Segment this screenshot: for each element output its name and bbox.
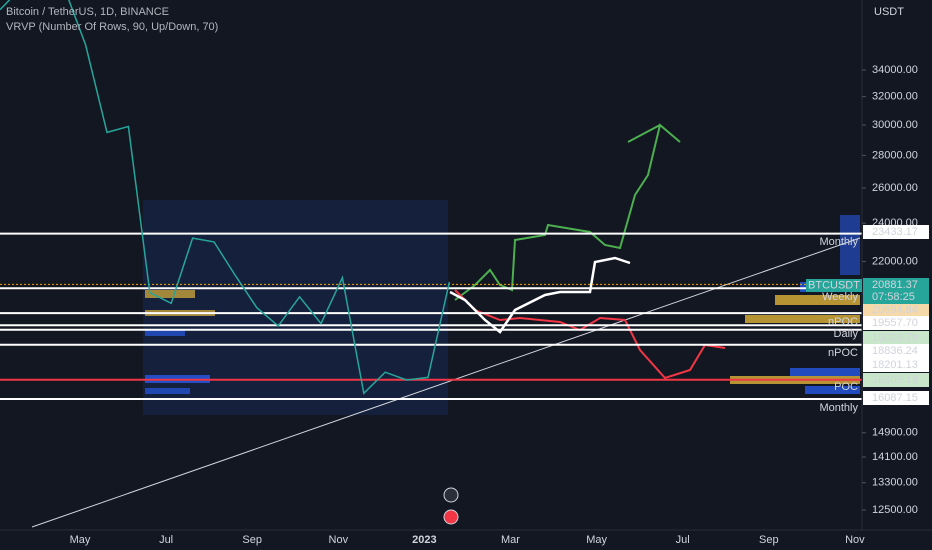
flag-icon[interactable] <box>443 509 459 525</box>
profile-bar <box>790 368 860 376</box>
level-tag: Monthly <box>819 236 858 248</box>
level-label: 20694.84 <box>872 304 918 316</box>
level-label-box <box>863 358 929 372</box>
time-label: Mar <box>501 534 520 546</box>
time-label: May <box>70 534 91 546</box>
time-label: 2023 <box>412 534 436 546</box>
time-label: Nov <box>329 534 349 546</box>
level-tag: Weekly <box>822 291 858 303</box>
event-icon[interactable] <box>443 487 459 503</box>
price-tick-label: 30000.00 <box>872 119 918 131</box>
time-label: Sep <box>242 534 262 546</box>
level-label-box <box>863 391 929 405</box>
price-tick-label: 14100.00 <box>872 451 918 463</box>
drawing-green <box>454 123 681 301</box>
profile-bar <box>840 215 860 275</box>
axes: 34000.00 32000.00 30000.00 28000.00 26000.00… <box>70 64 929 546</box>
price-series <box>0 0 451 395</box>
level-label: 18201.13 <box>872 359 918 371</box>
level-label: 19029.79 <box>872 332 918 344</box>
level-label-box <box>863 303 929 317</box>
current-price-box <box>863 278 929 304</box>
profile-bar <box>145 290 195 298</box>
level-label: 19557.70 <box>872 317 918 329</box>
level-tag: Daily <box>834 328 859 340</box>
level-tag: nPOC <box>828 316 858 328</box>
trend-line <box>31 237 861 528</box>
level-tag: POC <box>834 381 858 393</box>
level-label-box <box>863 344 929 358</box>
time-label: Jul <box>676 534 690 546</box>
levels <box>0 232 862 401</box>
profile-bar <box>805 386 860 394</box>
level-label: 16809.13 <box>872 374 918 386</box>
time-label: May <box>586 534 607 546</box>
level-label-box <box>863 316 929 330</box>
profile-bar <box>145 330 185 336</box>
time-label: Jul <box>159 534 173 546</box>
level-tag: nPOC <box>828 347 858 359</box>
price-tick-label: 22000.00 <box>872 255 918 267</box>
countdown: 07:58:25 <box>872 291 915 303</box>
current-name: BTCUSDT <box>808 279 860 291</box>
currency: USDT <box>874 6 904 18</box>
time-label: Sep <box>759 534 779 546</box>
level-label: 18836.24 <box>872 345 918 357</box>
profile-bar <box>145 388 190 394</box>
indicator-title: VRVP (Number Of Rows, 90, Up/Down, 70) <box>6 21 218 33</box>
time-label: Nov <box>845 534 865 546</box>
profile-bar <box>775 295 860 305</box>
price-axis <box>862 0 932 530</box>
level-label: 23433.17 <box>872 226 918 238</box>
price-tick-label: 14900.00 <box>872 427 918 439</box>
price-tick-label: 28000.00 <box>872 149 918 161</box>
level-label-box <box>863 373 929 387</box>
price-tick-label: 34000.00 <box>872 64 918 76</box>
level-label-box <box>863 225 929 239</box>
profile-bar <box>745 315 860 323</box>
level-label-box <box>863 331 929 345</box>
current-price: 20881.37 <box>872 279 918 291</box>
current-name-box <box>806 279 862 292</box>
symbol-title: Bitcoin / TetherUS, 1D, BINANCE <box>6 6 169 18</box>
price-tick-label: 12500.00 <box>872 504 918 516</box>
level-tag: Monthly <box>819 402 858 414</box>
drawing-red <box>454 289 726 380</box>
price-tick-label: 32000.00 <box>872 91 918 103</box>
price-line <box>0 0 451 395</box>
price-tick-label: 13300.00 <box>872 477 918 489</box>
price-tick-label: 26000.00 <box>872 182 918 194</box>
level-label: 16087.15 <box>872 392 918 404</box>
